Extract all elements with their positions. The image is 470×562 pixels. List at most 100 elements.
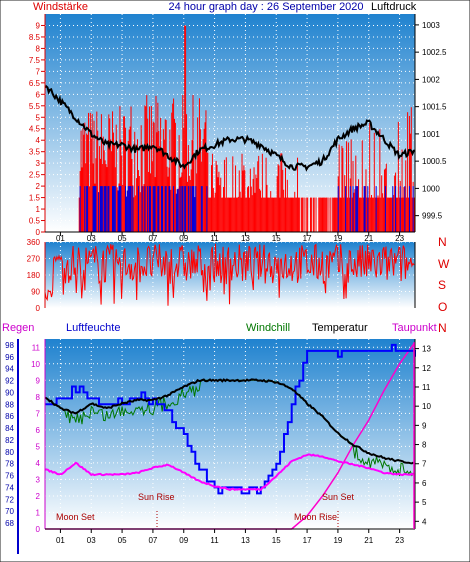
temp-axis-tick-label: 6 bbox=[36, 426, 41, 435]
wind-axis-tick-label: 5 bbox=[36, 113, 41, 122]
x-axis-tick-label: 07 bbox=[148, 536, 157, 545]
humidity-axis-tick-label: 88 bbox=[5, 400, 14, 409]
direction-axis-tick-label: 360 bbox=[27, 238, 41, 247]
dewpoint-series-line bbox=[44, 453, 415, 492]
temp-axis-tick-label: 10 bbox=[31, 360, 40, 369]
pressure-axis-tick-label: 1002 bbox=[422, 75, 440, 84]
temp-right-axis-tick-label: 7 bbox=[422, 460, 427, 469]
temp-axis-tick-label: 11 bbox=[32, 343, 41, 352]
pressure-series-line bbox=[44, 84, 416, 172]
humidity-axis-tick-label: 68 bbox=[5, 519, 14, 528]
humidity-axis-tick-label: 84 bbox=[5, 424, 14, 433]
x-axis-tick-label: 19 bbox=[333, 234, 342, 243]
wind-axis-tick-label: 0.5 bbox=[29, 217, 41, 226]
x-axis-tick-label: 09 bbox=[179, 536, 188, 545]
x-axis-tick-label: 23 bbox=[395, 234, 404, 243]
temp-axis-tick-label: 5 bbox=[36, 442, 41, 451]
legend-dewpoint: Taupunkt bbox=[392, 322, 437, 334]
x-axis-tick-label: 03 bbox=[87, 536, 96, 545]
temp-axis-tick-label: 0 bbox=[36, 525, 41, 534]
x-axis-tick-label: 05 bbox=[118, 234, 127, 243]
humidity-axis-tick-label: 96 bbox=[5, 353, 14, 362]
temp-axis-tick-label: 9 bbox=[36, 376, 41, 385]
pressure-axis-tick-label: 1001.5 bbox=[422, 103, 447, 112]
x-axis-tick-label: 11 bbox=[210, 536, 219, 545]
humidity-axis-tick-label: 90 bbox=[5, 388, 14, 397]
wind-axis-tick-label: 8 bbox=[36, 44, 41, 53]
sun-rise-label: Sun Rise bbox=[138, 492, 175, 502]
wind-axis-tick-label: 7.5 bbox=[29, 56, 41, 65]
wind-axis-tick-label: 2 bbox=[36, 182, 41, 191]
direction-axis-tick-label: 180 bbox=[27, 271, 41, 280]
pressure-axis-tick-label: 1002.5 bbox=[422, 48, 447, 57]
wind-strength-label: Windstärke bbox=[33, 1, 88, 13]
humidity-axis-tick-label: 78 bbox=[5, 460, 14, 469]
wind-speed-bars bbox=[78, 25, 416, 232]
wind-axis-tick-label: 4.5 bbox=[29, 125, 41, 134]
x-axis-tick-label: 03 bbox=[87, 234, 96, 243]
moon-rise-label: Moon Rise bbox=[294, 512, 337, 522]
wind-direction-series-line bbox=[44, 243, 415, 306]
pressure-axis-tick-label: 1000.5 bbox=[422, 157, 447, 166]
x-axis-tick-label: 21 bbox=[364, 234, 373, 243]
humidity-axis-tick-label: 70 bbox=[5, 507, 14, 516]
wind-direction-axes: 0 90 180 270 360 bbox=[27, 238, 416, 313]
wind-axis-tick-label: 8.5 bbox=[29, 33, 41, 42]
temp-right-axis-tick-label: 4 bbox=[422, 517, 427, 526]
x-axis-tick-label: 13 bbox=[241, 234, 250, 243]
humidity-axis-tick-label: 80 bbox=[5, 448, 14, 457]
compass-letter-1: W bbox=[438, 257, 450, 271]
legend-rain: Regen bbox=[2, 322, 34, 334]
pressure-axis-tick-label: 1000 bbox=[422, 184, 440, 193]
wind-gust-bars bbox=[79, 186, 414, 232]
temp-right-axis-tick-label: 5 bbox=[422, 498, 427, 507]
wind-axis-tick-label: 6.5 bbox=[29, 79, 41, 88]
x-axis-tick-label: 21 bbox=[364, 536, 373, 545]
x-axis-tick-label: 17 bbox=[303, 234, 312, 243]
pressure-axis-tick-label: 1001 bbox=[422, 130, 440, 139]
wind-axis-tick-label: 0 bbox=[36, 228, 41, 237]
temp-right-axis-tick-label: 10 bbox=[422, 402, 431, 411]
x-axis-tick-label: 07 bbox=[148, 234, 157, 243]
wind-axis-tick-label: 4 bbox=[36, 136, 41, 145]
humidity-temperature-panel bbox=[45, 339, 415, 529]
legend-windchill: Windchill bbox=[246, 322, 290, 334]
temp-right-axis-tick-label: 9 bbox=[422, 421, 427, 430]
pressure-axis-tick-label: 1003 bbox=[422, 21, 440, 30]
wind-axis-tick-label: 3 bbox=[36, 159, 41, 168]
humidity-axis-tick-label: 76 bbox=[5, 472, 14, 481]
temp-right-axis-tick-label: 6 bbox=[422, 479, 427, 488]
temp-right-axis-tick-label: 12 bbox=[422, 364, 431, 373]
x-axis-tick-label: 19 bbox=[333, 536, 342, 545]
x-axis-tick-label: 15 bbox=[272, 234, 281, 243]
humidity-series-line bbox=[45, 343, 416, 495]
temp-right-axis-tick-label: 13 bbox=[422, 345, 431, 354]
temp-axis-tick-label: 3 bbox=[36, 475, 41, 484]
x-axis-tick-label: 17 bbox=[303, 536, 312, 545]
wind-axis-tick-label: 6 bbox=[36, 90, 41, 99]
wind-axis-tick-label: 3.5 bbox=[29, 148, 41, 157]
humidity-axis-tick-label: 98 bbox=[5, 341, 14, 350]
chart-title: 24 hour graph day : 26 September 2020 bbox=[168, 1, 363, 13]
x-axis-tick-label: 05 bbox=[118, 536, 127, 545]
compass-letter-3: O bbox=[438, 300, 447, 314]
compass-letter-0: N bbox=[438, 235, 447, 249]
temperature-series-line bbox=[44, 378, 414, 465]
humidity-axis-tick-label: 86 bbox=[5, 412, 14, 421]
x-axis-tick-label: 01 bbox=[56, 536, 65, 545]
direction-axis-tick-label: 90 bbox=[31, 288, 40, 297]
pressure-label: Luftdruck bbox=[371, 1, 417, 13]
humidity-axis-tick-label: 92 bbox=[5, 377, 14, 386]
temp-right-axis-tick-label: 11 bbox=[422, 383, 431, 392]
wind-axis-tick-label: 1.5 bbox=[29, 194, 41, 203]
humidity-axis-tick-label: 94 bbox=[5, 365, 14, 374]
wind-pressure-axes: 0 0.5 1 1.5 2 2.5 3 3.5 4 4.5 5 5.5 6 6.5 7 7.5 8 8.5 9 999… bbox=[29, 14, 447, 243]
wind-axis-tick-label: 7 bbox=[36, 67, 41, 76]
x-axis-tick-label: 09 bbox=[179, 234, 188, 243]
direction-axis-tick-label: 270 bbox=[27, 255, 41, 264]
humidity-axis-tick-label: 74 bbox=[5, 483, 14, 492]
pressure-axis-tick-label: 999.5 bbox=[422, 212, 443, 221]
